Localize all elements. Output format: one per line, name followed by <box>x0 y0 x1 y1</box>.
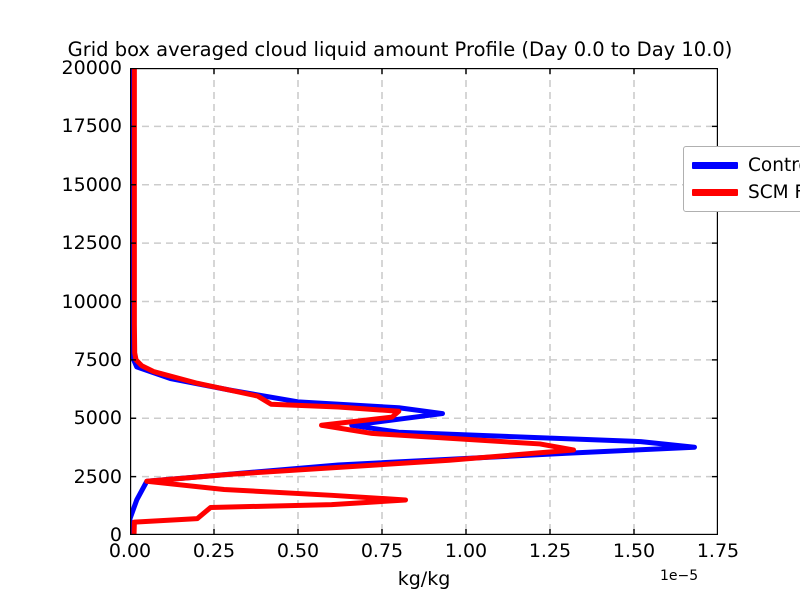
y-tick-label: 12500 <box>61 232 122 255</box>
x-tick-label: 1.75 <box>696 540 740 562</box>
y-tick-label: 20000 <box>61 57 122 79</box>
x-axis-label: kg/kg <box>397 568 451 590</box>
x-tick-label: 0.50 <box>276 540 320 562</box>
series-line-scm-fix <box>131 68 577 535</box>
legend-entry-scm-fix: SCM Fix <box>690 179 800 206</box>
chart-legend[interactable]: Control SCM Fix <box>683 146 800 212</box>
x-tick-label: 0.75 <box>360 540 404 562</box>
profile-line-chart <box>130 68 718 535</box>
x-tick-label: 1.25 <box>528 540 572 562</box>
y-tick-label: 7500 <box>73 348 122 371</box>
plot-area: Control SCM Fix <box>130 68 800 535</box>
x-axis-exponent-label: 1e−5 <box>660 568 699 584</box>
y-tick-label: 5000 <box>73 407 122 430</box>
legend-entry-control: Control <box>690 152 800 179</box>
x-tick-label: 1.00 <box>444 540 488 562</box>
y-axis-tick-labels: 0 2500 5000 7500 10000 12500 15000 17500 20000 <box>0 57 122 546</box>
legend-swatch-scm-fix <box>692 189 738 196</box>
gridlines <box>130 68 718 535</box>
x-tick-label: 0.00 <box>108 540 152 562</box>
y-tick-label: 10000 <box>61 290 122 313</box>
y-tick-label: 17500 <box>61 115 122 138</box>
chart-title: Grid box averaged cloud liquid amount Pr… <box>67 38 733 61</box>
y-tick-label: 15000 <box>61 173 122 196</box>
legend-label-control: Control <box>748 155 800 176</box>
x-tick-label: 0.25 <box>192 540 236 562</box>
y-tick-label: 2500 <box>73 465 122 488</box>
legend-label-scm-fix: SCM Fix <box>748 182 800 203</box>
x-axis-tick-labels: 0.00 0.25 0.50 0.75 1.00 1.25 1.50 1.75 <box>109 540 739 570</box>
x-tick-label: 1.50 <box>612 540 656 562</box>
legend-swatch-control <box>692 162 738 169</box>
y-tick-label: 0 <box>109 524 122 546</box>
data-series-group <box>130 68 697 535</box>
